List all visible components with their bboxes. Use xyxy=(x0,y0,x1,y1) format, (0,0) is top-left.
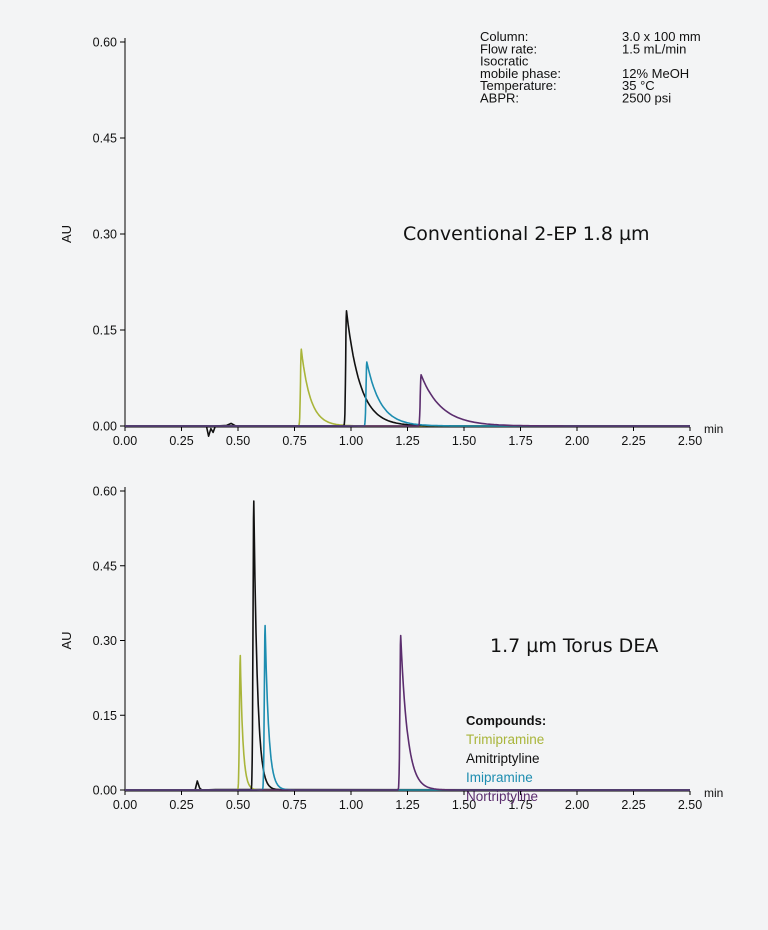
x-tick-label: 1.00 xyxy=(339,798,363,812)
series-peak-trace xyxy=(125,361,690,427)
y-tick-label: 0.15 xyxy=(93,324,117,338)
y-axis-title: AU xyxy=(59,631,74,649)
y-tick-label: 0.45 xyxy=(93,132,117,146)
condition-name: mobile phase: xyxy=(480,66,561,81)
x-tick-label: 0.50 xyxy=(226,798,250,812)
condition-value: 35 °C xyxy=(622,78,655,93)
x-tick-label: 2.50 xyxy=(678,434,702,448)
x-tick-label: 2.25 xyxy=(621,434,645,448)
x-tick-label: 1.75 xyxy=(508,798,532,812)
series-peak-trace xyxy=(125,374,690,427)
chromatogram-panel-2: 0.00 0.25 0.50 0.75 1.00 1.25 1.50 1.75 2.00 2.25… xyxy=(59,485,723,813)
x-tick-label: 2.00 xyxy=(565,798,589,812)
y-tick-label: 0.00 xyxy=(93,784,117,798)
x-tick-label: 2.50 xyxy=(678,798,702,812)
x-tick-label: 0.00 xyxy=(113,434,137,448)
condition-value: 12% MeOH xyxy=(622,66,689,81)
x-axis-unit: min xyxy=(704,786,723,800)
column-label: Conventional 2-EP 1.8 µm xyxy=(403,223,650,245)
legend-item: Nortriptyline xyxy=(466,789,538,804)
baseline-trace xyxy=(125,422,690,437)
legend-item: Amitriptyline xyxy=(466,751,540,766)
condition-value: 3.0 x 100 mm xyxy=(622,29,701,44)
y-tick-label: 0.30 xyxy=(93,634,117,648)
condition-name: Isocratic xyxy=(480,54,529,69)
legend-title: Compounds: xyxy=(466,713,546,728)
condition-value: 1.5 mL/min xyxy=(622,41,686,56)
series-peak-trace xyxy=(125,634,690,791)
x-tick-label: 0.25 xyxy=(169,798,193,812)
series-peak-trace xyxy=(125,348,690,427)
x-tick-label: 1.25 xyxy=(395,434,419,448)
x-tick-label: 1.25 xyxy=(395,798,419,812)
x-tick-label: 0.25 xyxy=(169,434,193,448)
baseline-trace xyxy=(125,780,691,791)
x-tick-label: 0.75 xyxy=(282,798,306,812)
y-tick-label: 0.45 xyxy=(93,559,117,573)
x-tick-label: 0.75 xyxy=(282,434,306,448)
condition-name: Temperature: xyxy=(480,78,557,93)
x-tick-label: 1.50 xyxy=(452,798,476,812)
conditions-block: Column: 3.0 x 100 mm Flow rate: 1.5 mL/min I… xyxy=(480,29,701,106)
y-axis-title: AU xyxy=(59,225,74,243)
y-tick-label: 0.60 xyxy=(93,485,117,499)
column-label: 1.7 µm Torus DEA xyxy=(490,635,658,657)
series-peak-trace xyxy=(125,310,690,427)
condition-name: ABPR: xyxy=(480,91,519,106)
y-tick-label: 0.60 xyxy=(93,36,117,50)
x-tick-label: 2.25 xyxy=(621,798,645,812)
legend-item: Trimipramine xyxy=(466,732,544,747)
x-tick-label: 0.00 xyxy=(113,798,137,812)
x-tick-label: 1.75 xyxy=(508,434,532,448)
condition-name: Column: xyxy=(480,29,528,44)
condition-value: 2500 psi xyxy=(622,91,671,106)
x-tick-label: 1.00 xyxy=(339,434,363,448)
chromatogram-panel-1: 0.00 0.25 0.50 0.75 1.00 1.25 1.50 1.75 2.00 2.25… xyxy=(59,29,723,448)
x-tick-label: 2.00 xyxy=(565,434,589,448)
legend-item: Imipramine xyxy=(466,770,533,785)
x-tick-label: 1.50 xyxy=(452,434,476,448)
series-peak-trace xyxy=(125,654,690,791)
y-tick-label: 0.00 xyxy=(93,420,117,434)
condition-name: Flow rate: xyxy=(480,41,537,56)
y-tick-label: 0.30 xyxy=(93,228,117,242)
x-axis-unit: min xyxy=(704,422,723,436)
x-tick-label: 0.50 xyxy=(226,434,250,448)
y-tick-label: 0.15 xyxy=(93,709,117,723)
legend: Compounds: Trimipramine Amitriptyline Imipr… xyxy=(466,713,546,804)
